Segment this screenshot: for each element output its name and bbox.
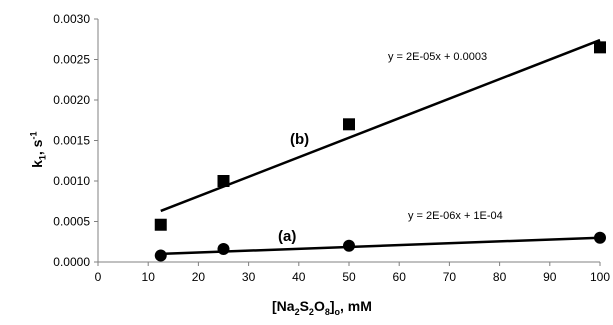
series-label-a: (a) [278,228,296,245]
trendline-a [160,236,601,256]
y-tick-label: 0.0015 [53,134,90,148]
y-tick-label: 0.0020 [53,93,90,107]
trendlines [160,38,601,256]
data-point-square [343,118,355,131]
series-label-b: (b) [290,131,309,148]
x-tick-label: 30 [242,270,256,284]
data-point-circle [154,249,167,262]
y-tick-label: 0.0000 [53,255,90,269]
x-tick-label: 0 [95,270,102,284]
data-point-circle [594,231,606,244]
data-point-square [594,41,606,54]
tick-labels: 0.0000 0.0005 0.0010 0.0015 0.0020 0.0025 0.00… [53,12,610,284]
trendline-b [160,38,601,213]
axes [94,18,601,266]
equation-a: y = 2E-06x + 1E-04 [408,210,503,222]
x-axis-title: [Na2S2O8]o, mM [272,298,372,317]
y-tick-label: 0.0030 [53,12,90,26]
data-point-square [154,218,167,231]
data-point-circle [343,239,355,252]
x-tick-label: 70 [443,270,457,284]
data-point-circle [217,243,230,256]
x-tick-label: 20 [192,270,206,284]
y-tick-label: 0.0005 [53,215,90,229]
x-tick-label: 40 [292,270,306,284]
y-tick-label: 0.0010 [53,174,90,188]
x-tick-label: 50 [342,270,356,284]
x-tick-label: 90 [543,270,557,284]
x-tick-label: 100 [590,270,610,284]
annotations: (b) (a) y = 2E-05x + 0.0003 y = 2E-06x + 1E… [278,51,503,245]
data-points [154,41,606,262]
x-tick-label: 80 [493,270,507,284]
x-tick-label: 10 [142,270,156,284]
data-point-square [217,175,230,187]
y-tick-label: 0.0025 [53,53,90,67]
y-axis-title: k1, s-1 [28,131,48,168]
x-tick-label: 60 [393,270,407,284]
equation-b: y = 2E-05x + 0.0003 [388,51,487,63]
